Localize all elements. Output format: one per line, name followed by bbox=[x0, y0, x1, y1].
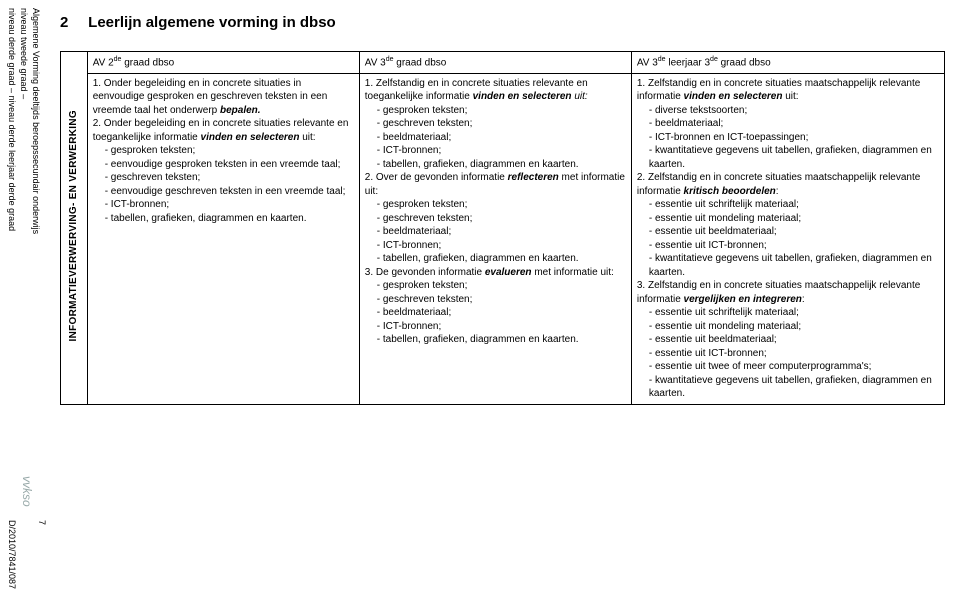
row-category: INFORMATIEVERWERVING- EN VERWERKING bbox=[61, 52, 88, 405]
col3-content: 1. Zelfstandig en in concrete situaties … bbox=[631, 73, 944, 404]
title-text: Leerlijn algemene vorming in dbso bbox=[88, 14, 336, 31]
side-line-1: Algemene Vorming deeltijds beroepssecund… bbox=[30, 8, 42, 234]
header-col2: AV 3de graad dbso bbox=[359, 52, 631, 74]
page: niveau derde graad – niveau derde leerja… bbox=[0, 0, 959, 594]
page-title: 2 Leerlijn algemene vorming in dbso bbox=[60, 14, 945, 31]
side-line-3: niveau derde graad – niveau derde leerja… bbox=[6, 8, 18, 234]
header-row: INFORMATIEVERWERVING- EN VERWERKING AV 2… bbox=[61, 52, 945, 74]
col1-content: 1. Onder begeleiding en in concrete situ… bbox=[87, 73, 359, 404]
header-col1: AV 2de graad dbso bbox=[87, 52, 359, 74]
side-footer: D/2010/7841/087 7 bbox=[6, 520, 48, 589]
content-row: 1. Onder begeleiding en in concrete situ… bbox=[61, 73, 945, 404]
title-number: 2 bbox=[60, 14, 84, 31]
curriculum-table: INFORMATIEVERWERVING- EN VERWERKING AV 2… bbox=[60, 51, 945, 405]
side-header: niveau derde graad – niveau derde leerja… bbox=[6, 8, 42, 234]
col2-content: 1. Zelfstandig en in concrete situaties … bbox=[359, 73, 631, 404]
logo-text: vvkso bbox=[20, 476, 34, 507]
category-label: INFORMATIEVERWERVING- EN VERWERKING bbox=[67, 110, 81, 341]
header-col3: AV 3de leerjaar 3de graad dbso bbox=[631, 52, 944, 74]
doc-code: D/2010/7841/087 bbox=[6, 520, 18, 589]
side-line-2: niveau tweede graad – bbox=[18, 8, 30, 234]
page-number: 7 bbox=[36, 520, 48, 589]
